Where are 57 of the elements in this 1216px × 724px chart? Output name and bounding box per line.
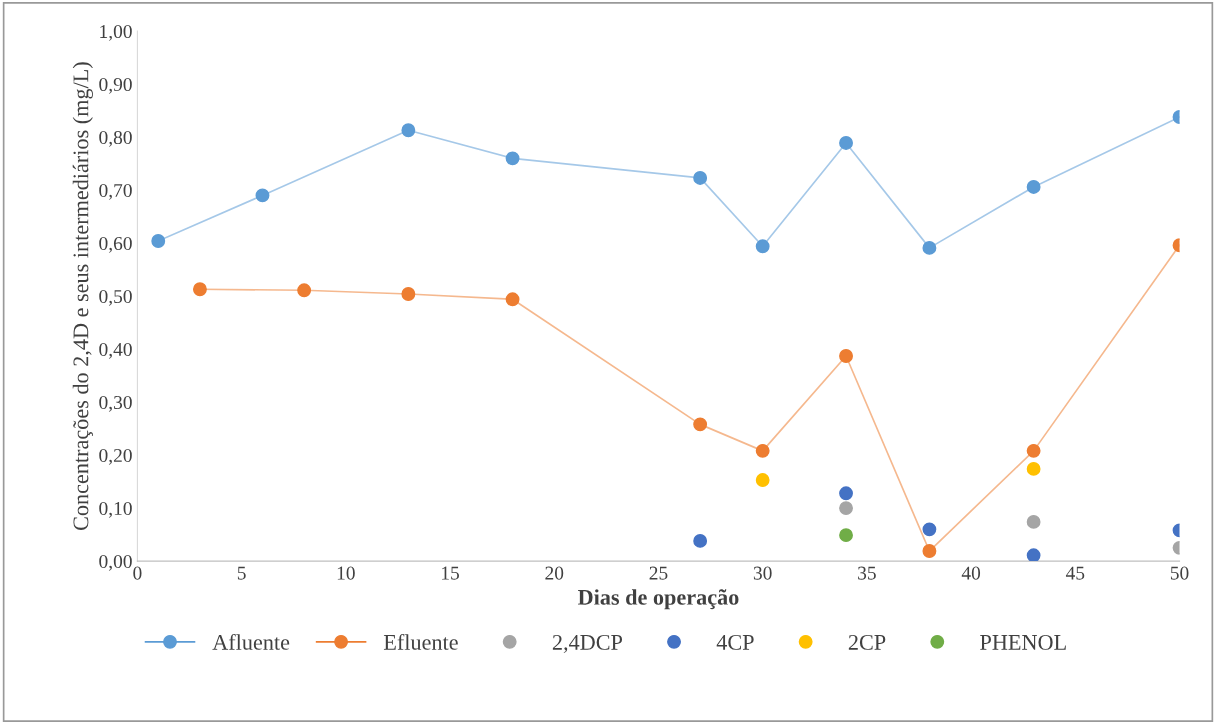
legend-label: 2,4DCP: [552, 634, 623, 654]
point: [151, 234, 166, 248]
point: [755, 473, 770, 487]
point: [1026, 548, 1041, 562]
legend-label: 4CP: [716, 634, 754, 650]
point: [693, 170, 708, 185]
y-tick-label: 0,00: [99, 554, 132, 571]
point: [401, 123, 416, 138]
y-tick-label: 0,70: [99, 183, 132, 200]
y-tick-label: 0,50: [99, 289, 132, 306]
x-tick-label: 5: [237, 566, 246, 580]
x-tick-label: 35: [858, 566, 876, 580]
y-tick-label: 0,90: [99, 77, 132, 94]
y-tick-label: 0,40: [99, 342, 132, 359]
point: [255, 188, 270, 203]
y-tick-label: 0,30: [99, 395, 132, 412]
point: [755, 239, 770, 254]
point: [839, 136, 853, 150]
point: [1026, 179, 1041, 194]
legend-label: 2CP: [848, 634, 886, 650]
x-tick-label: 20: [545, 566, 564, 580]
x-tick-label: 0: [133, 566, 142, 580]
point: [922, 522, 937, 537]
y-axis-title: Concentrações do 2,4D e seus intermediários (mg/L): [72, 62, 93, 531]
point: [922, 544, 937, 558]
x-axis-title: Dias de operação: [578, 589, 739, 610]
point: [693, 534, 708, 548]
x-tick-label: 10: [337, 566, 355, 580]
y-tick-label: 0,80: [99, 130, 132, 147]
point: [1026, 461, 1041, 476]
y-tick-label: 0,10: [99, 501, 132, 518]
point: [839, 486, 853, 501]
point: [839, 528, 853, 543]
legend-label: PHENOL: [980, 634, 1066, 650]
x-tick-label: 15: [442, 566, 459, 580]
x-tick-label: 25: [649, 566, 668, 580]
x-tick-label: 30: [753, 566, 772, 580]
point: [505, 292, 520, 307]
point: [1026, 514, 1041, 529]
x-tick-label: 40: [961, 566, 981, 580]
x-tick-label: 45: [1065, 566, 1085, 580]
point: [192, 282, 207, 297]
point: [839, 349, 853, 363]
point: [401, 287, 416, 301]
point: [297, 283, 312, 298]
point: [1026, 443, 1041, 458]
point: [839, 501, 853, 516]
legend-label: Afluente: [212, 634, 290, 650]
y-tick-label: 1,00: [100, 24, 132, 41]
point: [693, 417, 708, 432]
x-tick-label: 50: [1170, 566, 1189, 580]
point: [922, 240, 937, 255]
y-tick-label: 0,60: [99, 236, 132, 253]
y-tick-label: 0,20: [99, 448, 132, 465]
point: [505, 151, 520, 166]
legend-label: Efluente: [383, 634, 458, 650]
point: [755, 443, 770, 458]
